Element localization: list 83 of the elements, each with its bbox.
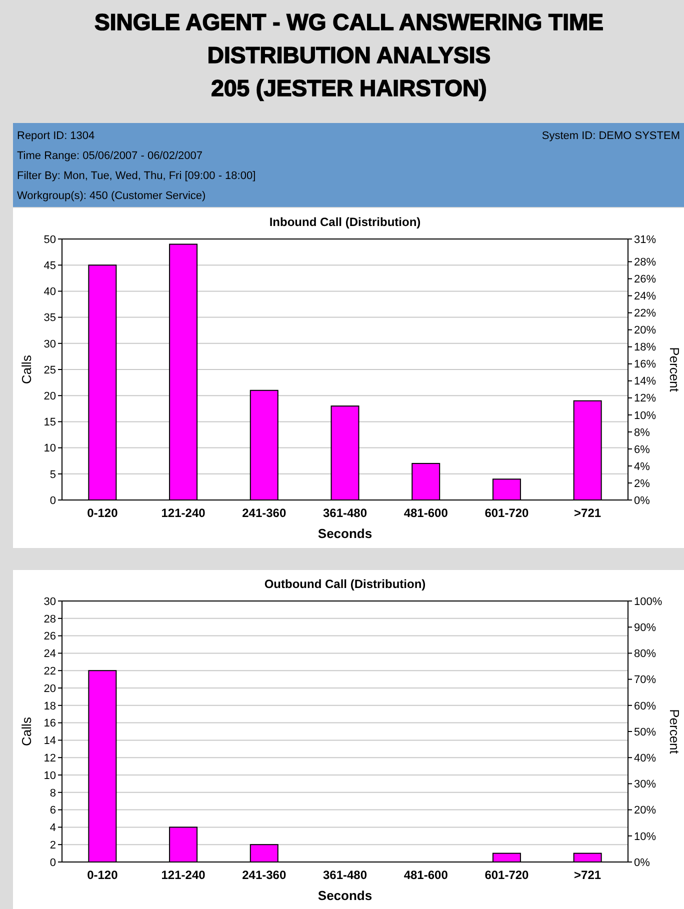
y2-tick-label: 0% bbox=[634, 856, 650, 869]
y2-tick-label: 100% bbox=[634, 596, 662, 608]
y2-tick-label: 90% bbox=[634, 622, 656, 634]
text: System ID: DEMO SYSTEM bbox=[542, 130, 680, 142]
y2-tick-label: 26% bbox=[634, 274, 656, 286]
y-tick-label: 6 bbox=[50, 804, 56, 817]
text: Report ID: 1304 bbox=[17, 130, 95, 142]
x-tick-label: 121-240 bbox=[161, 506, 206, 520]
y-tick-label: 22 bbox=[44, 665, 56, 678]
text: Workgroup(s): 450 (Customer Service) bbox=[17, 190, 206, 202]
y-tick-label: 20 bbox=[44, 390, 56, 402]
y2-tick-label: 2% bbox=[634, 478, 650, 490]
x-tick-label: 241-360 bbox=[242, 868, 286, 882]
y-tick-label: 30 bbox=[44, 338, 56, 350]
y2-tick-label: 40% bbox=[634, 752, 656, 764]
y-tick-label: 35 bbox=[44, 312, 56, 324]
y-tick-label: 40 bbox=[44, 286, 56, 298]
text: Time Range: 05/06/2007 - 06/02/2007 bbox=[17, 150, 203, 162]
y2-tick-label: 10% bbox=[634, 830, 656, 843]
x-tick-label: >721 bbox=[574, 506, 602, 520]
text: SINGLE AGENT - WG CALL ANSWERING TIME DISTRIBUTION ANALYSIS bbox=[94, 9, 604, 68]
x-axis-title: Seconds bbox=[318, 888, 372, 903]
y-tick-label: 12 bbox=[44, 752, 56, 764]
y-tick-label: 0 bbox=[50, 494, 56, 507]
y2-tick-label: 20% bbox=[634, 804, 656, 817]
x-tick-label: 241-360 bbox=[242, 506, 286, 520]
y-tick-label: 28 bbox=[44, 613, 56, 626]
y2-tick-label: 6% bbox=[634, 444, 650, 456]
x-tick-label: 601-720 bbox=[484, 868, 530, 882]
x-axis-title: Seconds bbox=[318, 526, 372, 541]
y2-axis-title: Percent bbox=[667, 347, 682, 392]
y-tick-label: 25 bbox=[44, 364, 56, 376]
y2-tick-label: 14% bbox=[634, 376, 656, 388]
chart-title: Inbound Call (Distribution) bbox=[269, 215, 421, 229]
y-tick-label: 30 bbox=[44, 596, 56, 608]
y2-tick-label: 10% bbox=[634, 410, 656, 422]
y2-tick-label: 24% bbox=[634, 290, 656, 303]
y-tick-label: 45 bbox=[44, 260, 56, 272]
y2-tick-label: 60% bbox=[634, 700, 656, 712]
y-tick-label: 0 bbox=[50, 856, 56, 869]
y2-tick-label: 20% bbox=[634, 324, 656, 337]
y-tick-label: 16 bbox=[44, 718, 56, 730]
y2-axis-title: Percent bbox=[667, 709, 682, 754]
text: Filter By: Mon, Tue, Wed, Thu, Fri [09:00 - 18:00] bbox=[17, 170, 256, 182]
y2-tick-label: 0% bbox=[634, 494, 650, 507]
chart-title: Outbound Call (Distribution) bbox=[264, 577, 426, 591]
y-tick-label: 4 bbox=[50, 822, 56, 834]
y2-tick-label: 50% bbox=[634, 726, 656, 738]
y2-tick-label: 31% bbox=[634, 234, 656, 246]
x-tick-label: 481-600 bbox=[404, 506, 448, 520]
y-tick-label: 24 bbox=[44, 648, 56, 660]
x-tick-label: 601-720 bbox=[484, 506, 530, 520]
y-tick-label: 8 bbox=[50, 787, 56, 800]
y-tick-label: 10 bbox=[44, 442, 56, 455]
x-tick-label: 361-480 bbox=[322, 868, 368, 882]
text: 205 (JESTER HAIRSTON) bbox=[211, 75, 487, 101]
x-tick-label: >721 bbox=[574, 868, 602, 882]
y-tick-label: 20 bbox=[44, 682, 56, 695]
y2-tick-label: 30% bbox=[634, 778, 656, 791]
y-axis-title: Calls bbox=[19, 716, 34, 746]
y-axis-title: Calls bbox=[19, 354, 34, 384]
y-tick-label: 2 bbox=[50, 839, 56, 852]
y-tick-label: 15 bbox=[44, 416, 56, 429]
y2-tick-label: 80% bbox=[634, 648, 656, 660]
y2-tick-label: 22% bbox=[634, 308, 656, 320]
y-tick-label: 14 bbox=[44, 735, 56, 748]
x-tick-label: 0-120 bbox=[87, 506, 118, 520]
y2-tick-label: 8% bbox=[634, 426, 650, 439]
y-tick-label: 18 bbox=[44, 700, 56, 712]
y-tick-label: 5 bbox=[50, 468, 56, 481]
y2-tick-label: 12% bbox=[634, 392, 656, 405]
y2-tick-label: 18% bbox=[634, 342, 656, 354]
y2-tick-label: 16% bbox=[634, 358, 656, 371]
y2-tick-label: 4% bbox=[634, 460, 650, 473]
x-tick-label: 0-120 bbox=[87, 868, 118, 882]
y-tick-label: 10 bbox=[44, 770, 56, 782]
x-tick-label: 481-600 bbox=[404, 868, 448, 882]
y2-tick-label: 70% bbox=[634, 674, 656, 686]
y-tick-label: 50 bbox=[44, 234, 56, 246]
x-tick-label: 121-240 bbox=[161, 868, 206, 882]
x-tick-label: 361-480 bbox=[322, 506, 368, 520]
y2-tick-label: 28% bbox=[634, 256, 656, 269]
y-tick-label: 26 bbox=[44, 630, 56, 643]
